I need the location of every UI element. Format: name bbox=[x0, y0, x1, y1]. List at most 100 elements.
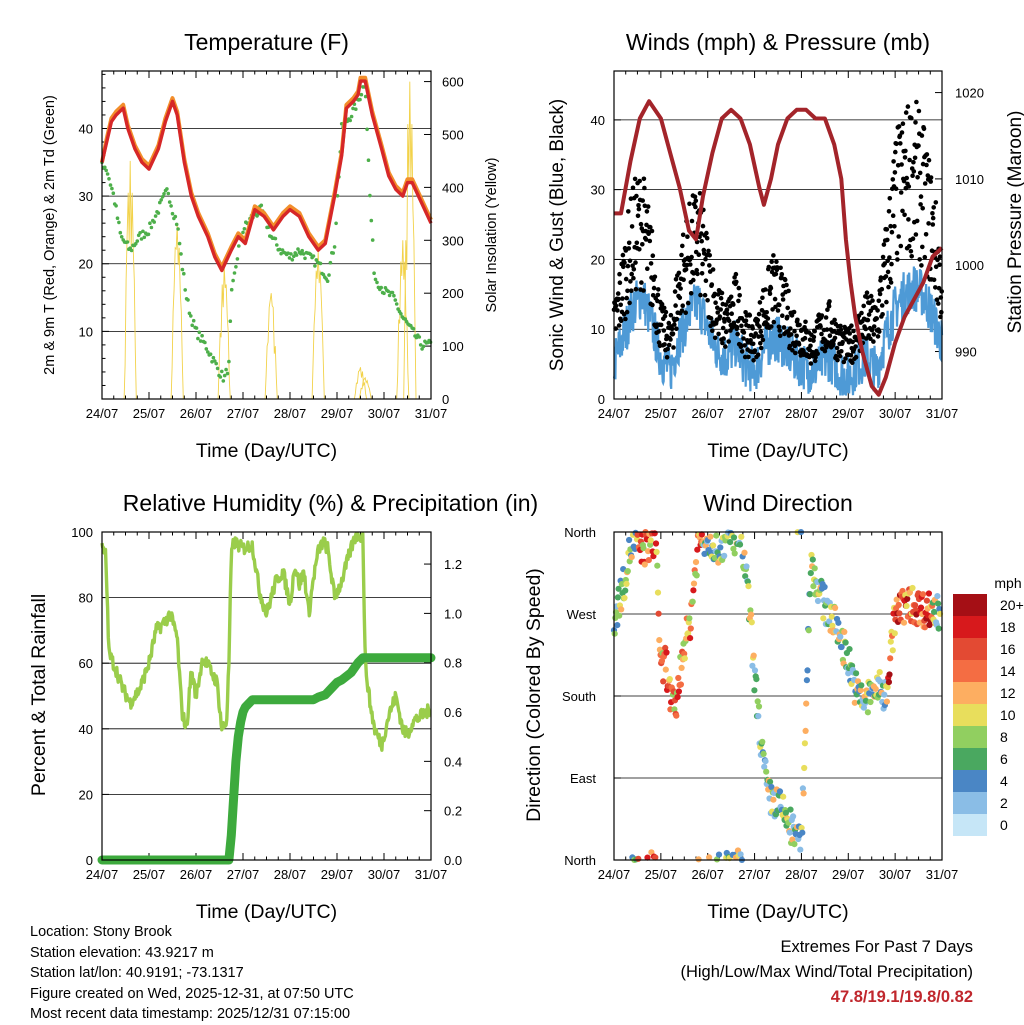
temperature-ytick-label: 10 bbox=[79, 324, 93, 339]
gust-point bbox=[662, 342, 667, 347]
direction-point bbox=[681, 655, 688, 662]
gust-point bbox=[889, 261, 894, 267]
direction-point bbox=[731, 550, 738, 557]
temperature-xtick-label: 30/07 bbox=[368, 406, 401, 421]
gust-point bbox=[921, 126, 927, 132]
gust-point bbox=[747, 313, 753, 318]
dewpoint-point bbox=[146, 232, 151, 237]
direction-title: Wind Direction bbox=[703, 490, 853, 516]
gust-point bbox=[615, 291, 621, 296]
station-elevation: Station elevation: 43.9217 m bbox=[30, 944, 214, 961]
gust-point bbox=[626, 209, 631, 214]
direction-point bbox=[926, 621, 933, 629]
temperature-y2label: Solar Insolation (Yellow) bbox=[484, 157, 500, 312]
gust-point bbox=[618, 302, 623, 308]
gust-point bbox=[808, 343, 813, 349]
direction-point bbox=[842, 639, 849, 646]
gust-point bbox=[930, 222, 936, 227]
gust-point bbox=[763, 287, 768, 292]
gust-point bbox=[788, 332, 794, 337]
direction-xtick-label: 31/07 bbox=[926, 867, 959, 882]
dewpoint-point bbox=[135, 239, 140, 243]
direction-point bbox=[622, 587, 629, 594]
dewpoint-point bbox=[294, 253, 299, 257]
gust-point bbox=[623, 276, 629, 282]
gust-point bbox=[918, 202, 923, 207]
humidity-title: Relative Humidity (%) & Precipitation (i… bbox=[123, 490, 538, 516]
direction-point bbox=[801, 740, 809, 747]
gust-point bbox=[824, 327, 830, 332]
dewpoint-point bbox=[368, 193, 372, 198]
direction-point bbox=[860, 704, 868, 711]
gust-point bbox=[838, 323, 843, 329]
dewpoint-point bbox=[229, 287, 234, 292]
gust-point bbox=[911, 169, 917, 174]
gust-point bbox=[724, 307, 730, 313]
direction-point bbox=[889, 647, 896, 654]
gust-point bbox=[936, 285, 942, 291]
humidity-y2tick-label: 0.8 bbox=[444, 656, 462, 671]
direction-point bbox=[917, 604, 925, 611]
direction-point bbox=[745, 583, 752, 590]
gust-point bbox=[699, 231, 704, 236]
gust-point bbox=[906, 217, 911, 222]
gust-point bbox=[823, 315, 829, 320]
gust-point bbox=[752, 348, 758, 353]
gust-point bbox=[841, 359, 847, 365]
gust-point bbox=[926, 157, 932, 163]
gust-point bbox=[915, 175, 920, 180]
direction-point bbox=[626, 536, 633, 544]
gust-point bbox=[925, 173, 931, 178]
direction-point bbox=[835, 619, 842, 626]
direction-point bbox=[814, 597, 822, 605]
direction-ylabel: Direction (Colored By Speed) bbox=[523, 568, 545, 822]
direction-point bbox=[654, 589, 662, 596]
dewpoint-point bbox=[392, 293, 396, 298]
gust-point bbox=[718, 307, 723, 312]
gust-point bbox=[703, 256, 708, 262]
gust-point bbox=[889, 229, 895, 235]
gust-point bbox=[797, 322, 802, 328]
dewpoint-point bbox=[148, 221, 152, 225]
temperature-title: Temperature (F) bbox=[184, 29, 349, 55]
gust-point bbox=[879, 303, 885, 308]
gust-point bbox=[742, 354, 748, 360]
gust-point bbox=[791, 309, 797, 315]
direction-point bbox=[693, 572, 700, 579]
pressure-line bbox=[614, 99, 944, 397]
winds-ytick-label: 0 bbox=[598, 392, 605, 407]
winds-y2tick-label: 1020 bbox=[955, 86, 984, 101]
gust-point bbox=[825, 307, 830, 313]
gust-point bbox=[683, 267, 689, 272]
gust-point bbox=[924, 162, 929, 168]
direction-point bbox=[761, 763, 768, 770]
gust-point bbox=[679, 308, 685, 314]
gust-point bbox=[737, 293, 742, 298]
gust-point bbox=[876, 298, 882, 304]
direction-point bbox=[767, 778, 774, 785]
direction-point bbox=[754, 698, 761, 705]
temperature-ytick-label: 30 bbox=[79, 189, 93, 204]
gust-point bbox=[771, 319, 777, 325]
gust-point bbox=[871, 332, 877, 337]
temperature-ytick-label: 20 bbox=[79, 257, 93, 272]
humidity-y2tick-label: 0.4 bbox=[444, 754, 462, 769]
direction-point bbox=[883, 698, 891, 705]
gust-point bbox=[764, 310, 769, 315]
dewpoint-point bbox=[111, 191, 116, 195]
gust-point bbox=[931, 205, 936, 210]
gust-point bbox=[906, 184, 912, 189]
dewpoint-point bbox=[382, 291, 386, 296]
gust-point bbox=[626, 246, 632, 251]
direction-point bbox=[744, 578, 751, 585]
gust-point bbox=[863, 336, 869, 341]
dewpoint-point bbox=[335, 194, 340, 198]
gust-point bbox=[893, 186, 899, 191]
direction-point bbox=[673, 712, 680, 719]
gust-point bbox=[879, 286, 885, 292]
gust-point bbox=[710, 267, 716, 272]
gust-series bbox=[611, 99, 944, 366]
direction-point bbox=[921, 624, 929, 631]
dewpoint-point bbox=[194, 326, 199, 330]
